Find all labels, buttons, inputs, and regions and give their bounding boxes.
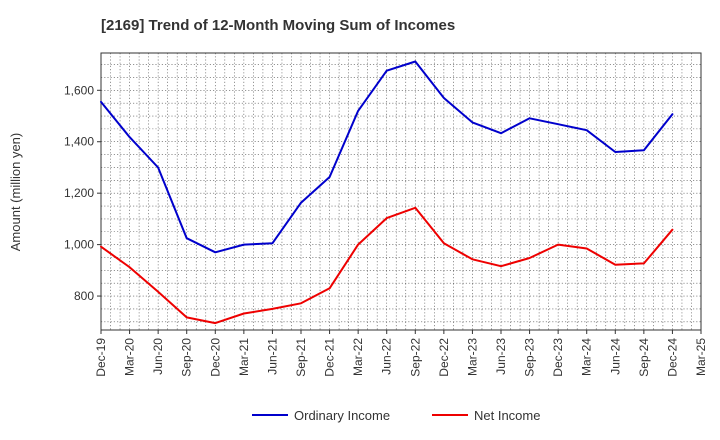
legend-label: Net Income xyxy=(474,408,540,423)
x-tick-label: Mar-24 xyxy=(580,338,594,376)
y-axis-label: Amount (million yen) xyxy=(8,133,23,252)
x-tick-label: Mar-25 xyxy=(694,338,708,376)
x-tick-label: Sep-24 xyxy=(637,338,651,377)
x-tick-label: Jun-23 xyxy=(494,338,508,375)
y-tick-label: 1,600 xyxy=(64,83,94,97)
x-tick-label: Dec-23 xyxy=(551,338,565,377)
legend: Ordinary Income Net Income xyxy=(252,408,540,423)
y-tick-label: 1,400 xyxy=(64,135,94,149)
x-tick-label: Jun-21 xyxy=(265,338,279,375)
x-tick-label: Sep-22 xyxy=(408,338,422,377)
x-tick-label: Dec-21 xyxy=(323,338,337,377)
x-tick-label: Jun-20 xyxy=(151,338,165,375)
chart-title: [2169] Trend of 12-Month Moving Sum of I… xyxy=(101,17,455,34)
series-line-net-income xyxy=(100,206,674,325)
y-tick-label: 1,000 xyxy=(64,238,94,252)
y-tick-label: 1,200 xyxy=(64,186,94,200)
x-axis-ticks: Dec-19 Mar-20 Jun-20 Sep-20 Dec-20 Mar-21 Jun-… xyxy=(94,330,708,377)
x-tick-label: Mar-22 xyxy=(351,338,365,376)
series-group xyxy=(100,60,674,325)
x-tick-label: Jun-24 xyxy=(608,338,622,375)
grid-lines xyxy=(101,53,701,330)
y-tick-label: 800 xyxy=(74,289,94,303)
x-tick-label: Dec-24 xyxy=(665,338,679,377)
x-tick-label: Sep-20 xyxy=(180,338,194,377)
series-line-ordinary-income xyxy=(100,60,674,254)
x-tick-label: Dec-20 xyxy=(208,338,222,377)
x-tick-label: Sep-23 xyxy=(523,338,537,377)
x-tick-label: Mar-20 xyxy=(123,338,137,376)
x-tick-label: Dec-22 xyxy=(437,338,451,377)
x-tick-label: Dec-19 xyxy=(94,338,108,377)
x-tick-label: Mar-21 xyxy=(237,338,251,376)
legend-label: Ordinary Income xyxy=(294,408,390,423)
x-tick-label: Jun-22 xyxy=(380,338,394,375)
x-tick-label: Mar-23 xyxy=(465,338,479,376)
plot-area xyxy=(100,52,702,331)
y-axis-ticks: 800 1,000 1,200 1,400 1,600 xyxy=(64,83,101,303)
x-tick-label: Sep-21 xyxy=(294,338,308,377)
